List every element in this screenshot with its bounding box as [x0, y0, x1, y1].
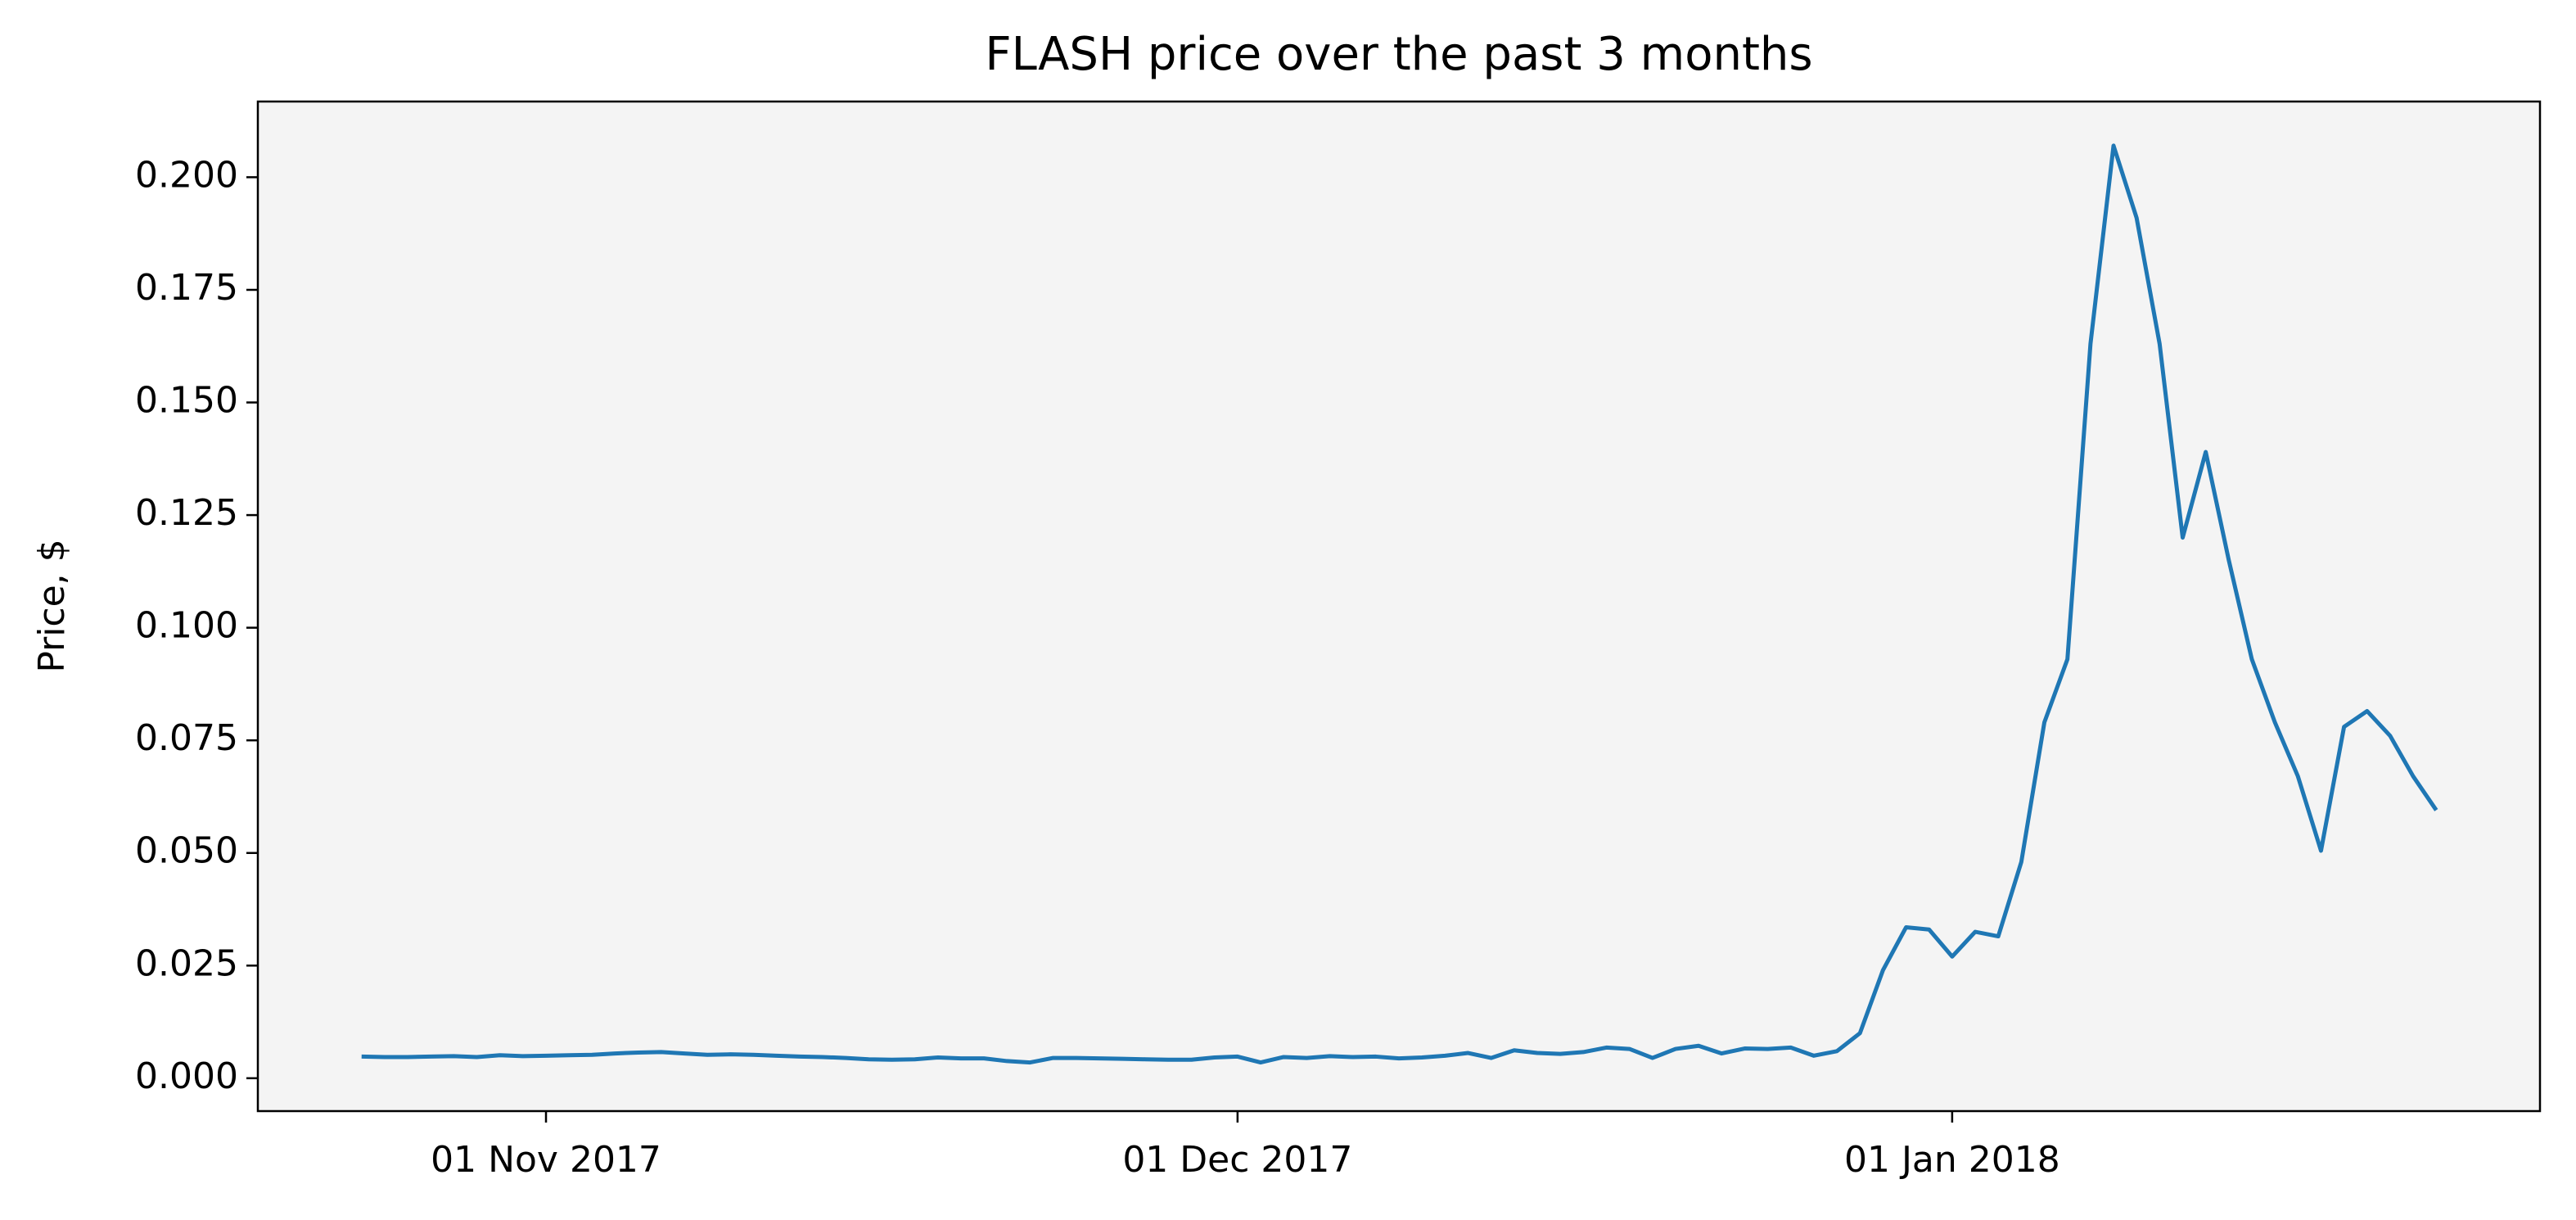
y-tick-label: 0.025 [135, 942, 238, 984]
y-tick-label: 0.000 [135, 1055, 238, 1097]
price-line [361, 143, 2438, 1065]
y-tick-label: 0.050 [135, 830, 238, 872]
x-tick-label: 01 Jan 2018 [1844, 1139, 2060, 1181]
plot-area [258, 102, 2540, 1111]
x-tick-label: 01 Dec 2017 [1122, 1139, 1352, 1181]
y-axis-label: Price, $ [31, 539, 73, 672]
chart-title: FLASH price over the past 3 months [985, 28, 1812, 81]
y-tick-label: 0.125 [135, 492, 238, 534]
y-tick-label: 0.150 [135, 380, 238, 422]
y-tick-label: 0.175 [135, 267, 238, 309]
y-tick-label: 0.075 [135, 717, 238, 759]
plot-frame [256, 100, 2542, 1113]
y-tick-label: 0.100 [135, 605, 238, 647]
y-tick-label: 0.200 [135, 154, 238, 196]
x-tick-label: 01 Nov 2017 [431, 1139, 661, 1181]
